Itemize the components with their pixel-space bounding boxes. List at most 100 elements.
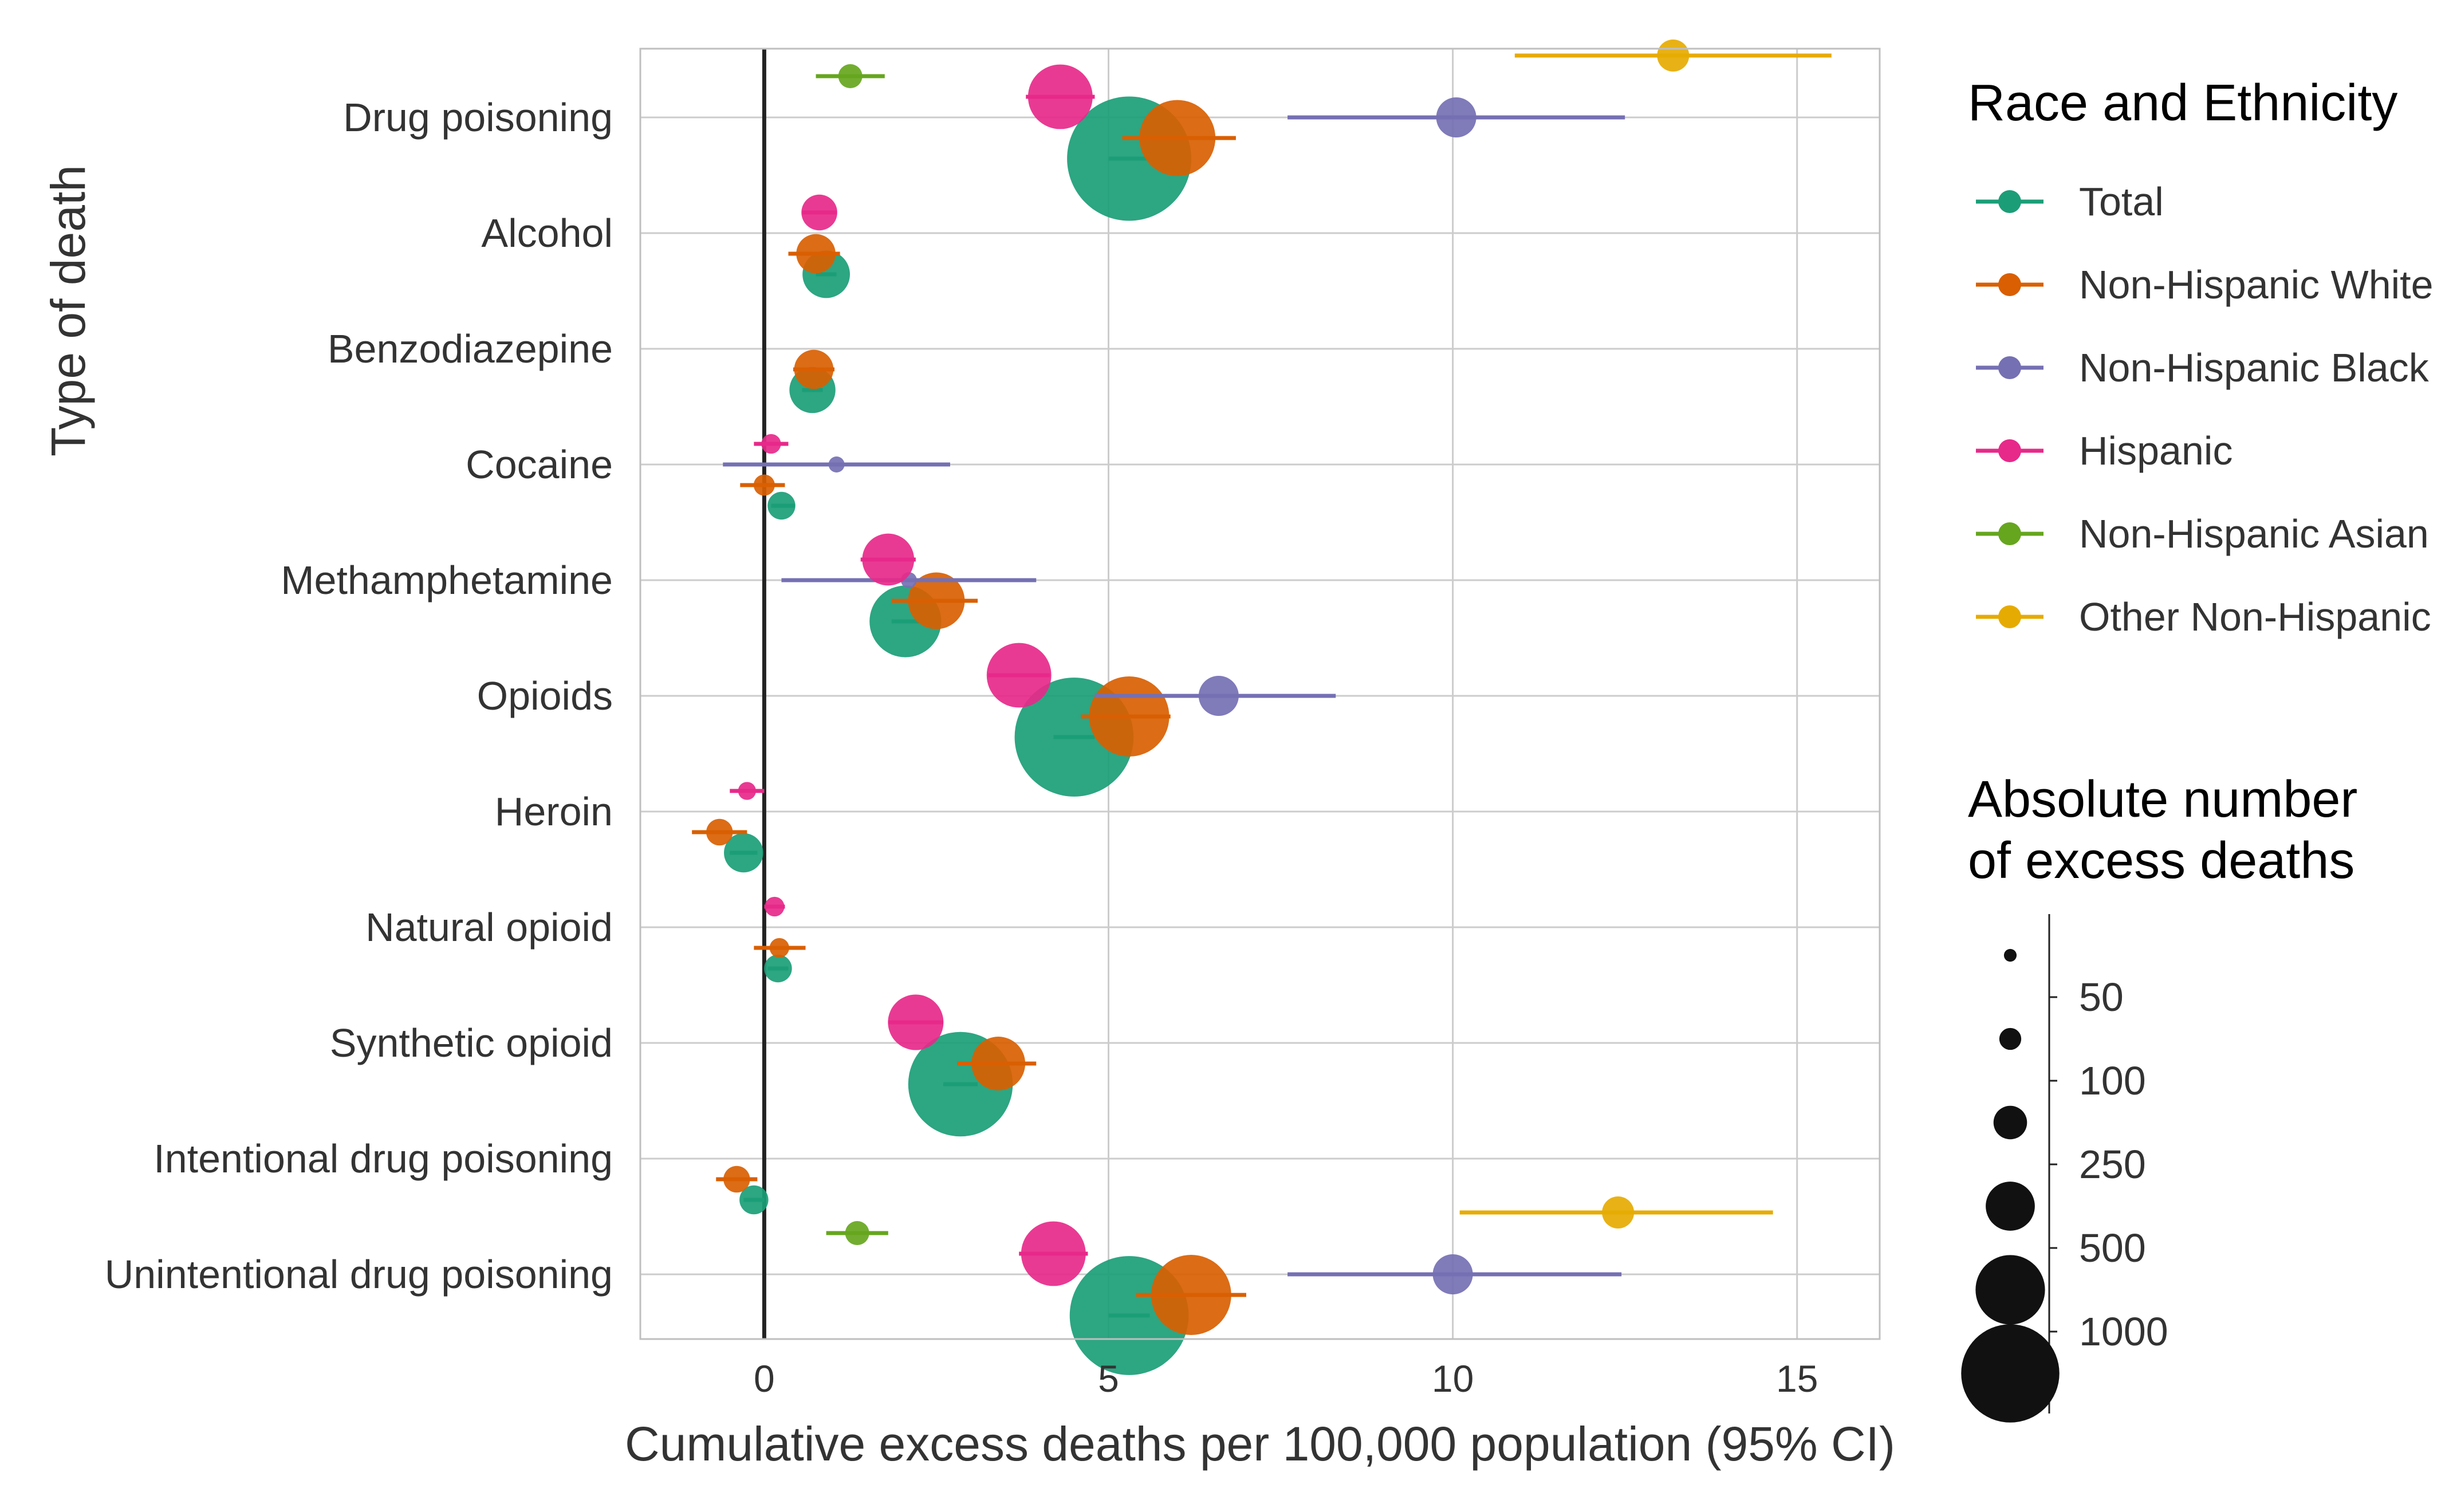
x-axis-title: Cumulative excess deaths per 100,000 pop… bbox=[625, 1417, 1895, 1471]
size-legend-label-250: 250 bbox=[2079, 1142, 2146, 1187]
point-non-hispanic-white-methamphetamine bbox=[891, 572, 978, 629]
legend-label-total: Total bbox=[2079, 179, 2164, 224]
point-non-hispanic-white-drug-poisoning bbox=[1122, 100, 1236, 176]
data-marks bbox=[692, 40, 1832, 1375]
dot-non-hispanic-white-drug-poisoning bbox=[1139, 100, 1216, 176]
x-tick-label-15: 15 bbox=[1776, 1357, 1818, 1400]
legend-item-other-non-hispanic: Other Non-Hispanic bbox=[1976, 594, 2431, 639]
legend-dot-total bbox=[1998, 190, 2021, 213]
size-legend-label-50: 50 bbox=[2079, 975, 2124, 1019]
dot-hispanic-methamphetamine bbox=[862, 533, 915, 586]
dot-non-hispanic-white-benzodiazepine bbox=[794, 349, 834, 389]
point-hispanic-drug-poisoning bbox=[1026, 64, 1095, 129]
dot-non-hispanic-white-heroin bbox=[706, 818, 733, 846]
x-tick-label-5: 5 bbox=[1098, 1357, 1119, 1400]
point-hispanic-cocaine bbox=[754, 434, 789, 454]
size-legend-dot-750 bbox=[1975, 1255, 2045, 1325]
legend-dot-non-hispanic-black bbox=[1998, 356, 2021, 379]
category-label-opioids: Opioids bbox=[477, 674, 613, 718]
category-label-unintentional-drug-poisoning: Unintentional drug poisoning bbox=[105, 1252, 613, 1297]
dot-non-hispanic-white-methamphetamine bbox=[908, 572, 965, 629]
legend-label-non-hispanic-black: Non-Hispanic Black bbox=[2079, 345, 2430, 390]
dot-non-hispanic-white-natural-opioid bbox=[769, 938, 789, 958]
dot-non-hispanic-white-opioids bbox=[1089, 676, 1170, 757]
point-non-hispanic-white-cocaine bbox=[740, 474, 785, 496]
legend-item-non-hispanic-black: Non-Hispanic Black bbox=[1976, 345, 2430, 390]
legend-label-non-hispanic-asian: Non-Hispanic Asian bbox=[2079, 511, 2429, 556]
legend-label-other-non-hispanic: Other Non-Hispanic bbox=[2079, 594, 2431, 639]
size-legend-title-line-2: of excess deaths bbox=[1968, 832, 2354, 889]
point-non-hispanic-white-benzodiazepine bbox=[793, 349, 835, 389]
dot-hispanic-alcohol bbox=[801, 194, 837, 231]
point-hispanic-synthetic-opioid bbox=[888, 994, 944, 1050]
point-total-heroin bbox=[724, 833, 763, 873]
dot-hispanic-drug-poisoning bbox=[1027, 64, 1093, 129]
size-legend: Absolute number of excess deaths 50 100 25… bbox=[1961, 771, 2357, 1423]
dot-non-hispanic-black-cocaine bbox=[828, 456, 845, 472]
size-legend-title-line-1: Absolute number bbox=[1968, 771, 2357, 828]
legend-label-hispanic: Hispanic bbox=[2079, 428, 2232, 473]
size-legend-dot-375 bbox=[1986, 1182, 2035, 1231]
point-non-hispanic-white-intentional-drug-poisoning bbox=[716, 1166, 758, 1193]
dot-hispanic-cocaine bbox=[761, 434, 781, 454]
dot-total-natural-opioid bbox=[764, 954, 792, 983]
dot-total-cocaine bbox=[767, 491, 796, 520]
size-legend-label-500: 500 bbox=[2079, 1226, 2146, 1270]
color-legend-title: Race and Ethnicity bbox=[1968, 74, 2397, 132]
dot-non-hispanic-white-intentional-drug-poisoning bbox=[723, 1166, 750, 1193]
point-non-hispanic-white-alcohol bbox=[788, 234, 840, 274]
dot-hispanic-opioids bbox=[986, 643, 1052, 708]
point-non-hispanic-white-unintentional-drug-poisoning bbox=[1136, 1255, 1246, 1335]
point-non-hispanic-black-cocaine bbox=[723, 456, 950, 472]
point-non-hispanic-white-natural-opioid bbox=[754, 938, 806, 958]
legend-dot-other-non-hispanic bbox=[1998, 605, 2021, 628]
dot-other-non-hispanic-unintentional-drug-poisoning bbox=[1602, 1196, 1635, 1228]
dot-non-hispanic-black-unintentional-drug-poisoning bbox=[1432, 1254, 1473, 1294]
size-legend-label-100: 100 bbox=[2079, 1058, 2146, 1103]
dot-non-hispanic-asian-drug-poisoning bbox=[838, 64, 863, 88]
point-hispanic-methamphetamine bbox=[860, 533, 916, 586]
category-label-synthetic-opioid: Synthetic opioid bbox=[330, 1021, 613, 1065]
color-legend: Race and Ethnicity Total Non-Hispanic Whi… bbox=[1968, 74, 2434, 639]
dot-non-hispanic-black-drug-poisoning bbox=[1436, 97, 1476, 137]
legend-label-non-hispanic-white: Non-Hispanic White bbox=[2079, 262, 2434, 307]
dot-non-hispanic-asian-unintentional-drug-poisoning bbox=[845, 1221, 869, 1245]
legend-dot-non-hispanic-white bbox=[1998, 273, 2021, 296]
point-hispanic-unintentional-drug-poisoning bbox=[1019, 1221, 1088, 1286]
category-label-natural-opioid: Natural opioid bbox=[365, 905, 613, 950]
dot-non-hispanic-white-synthetic-opioid bbox=[971, 1037, 1026, 1090]
x-tick-labels: 0 5 10 15 bbox=[754, 1357, 1818, 1400]
dot-total-intentional-drug-poisoning bbox=[739, 1185, 769, 1215]
size-legend-dot-1500 bbox=[1961, 1324, 2060, 1423]
point-hispanic-heroin bbox=[730, 782, 765, 800]
size-legend-dot-175 bbox=[1993, 1105, 2027, 1140]
legend-dot-non-hispanic-asian bbox=[1998, 522, 2021, 545]
y-axis-title: Type of death bbox=[41, 165, 95, 456]
size-legend-dot-25 bbox=[2003, 948, 2017, 962]
point-non-hispanic-white-heroin bbox=[692, 818, 747, 846]
plot-frame bbox=[639, 48, 1881, 1340]
category-label-intentional-drug-poisoning: Intentional drug poisoning bbox=[153, 1136, 613, 1181]
point-hispanic-natural-opioid bbox=[764, 896, 785, 917]
dot-total-heroin bbox=[724, 833, 763, 873]
legend-item-hispanic: Hispanic bbox=[1976, 428, 2232, 473]
legend-item-non-hispanic-asian: Non-Hispanic Asian bbox=[1976, 511, 2429, 556]
point-hispanic-opioids bbox=[986, 643, 1052, 708]
dot-hispanic-heroin bbox=[738, 782, 756, 800]
point-non-hispanic-white-synthetic-opioid bbox=[957, 1037, 1037, 1090]
category-label-methamphetamine: Methamphetamine bbox=[281, 558, 613, 603]
x-tick-label-0: 0 bbox=[754, 1357, 775, 1400]
category-label-drug-poisoning: Drug poisoning bbox=[343, 95, 613, 140]
point-non-hispanic-asian-drug-poisoning bbox=[816, 64, 885, 88]
category-label-benzodiazepine: Benzodiazepine bbox=[328, 326, 613, 371]
point-total-natural-opioid bbox=[764, 954, 792, 983]
point-non-hispanic-black-unintentional-drug-poisoning bbox=[1287, 1254, 1622, 1294]
category-label-cocaine: Cocaine bbox=[466, 442, 613, 487]
dot-non-hispanic-black-opioids bbox=[1198, 676, 1239, 716]
dot-hispanic-unintentional-drug-poisoning bbox=[1021, 1221, 1086, 1286]
dot-non-hispanic-white-cocaine bbox=[753, 474, 775, 496]
dot-non-hispanic-white-unintentional-drug-poisoning bbox=[1151, 1255, 1231, 1335]
point-non-hispanic-black-opioids bbox=[1094, 676, 1336, 716]
